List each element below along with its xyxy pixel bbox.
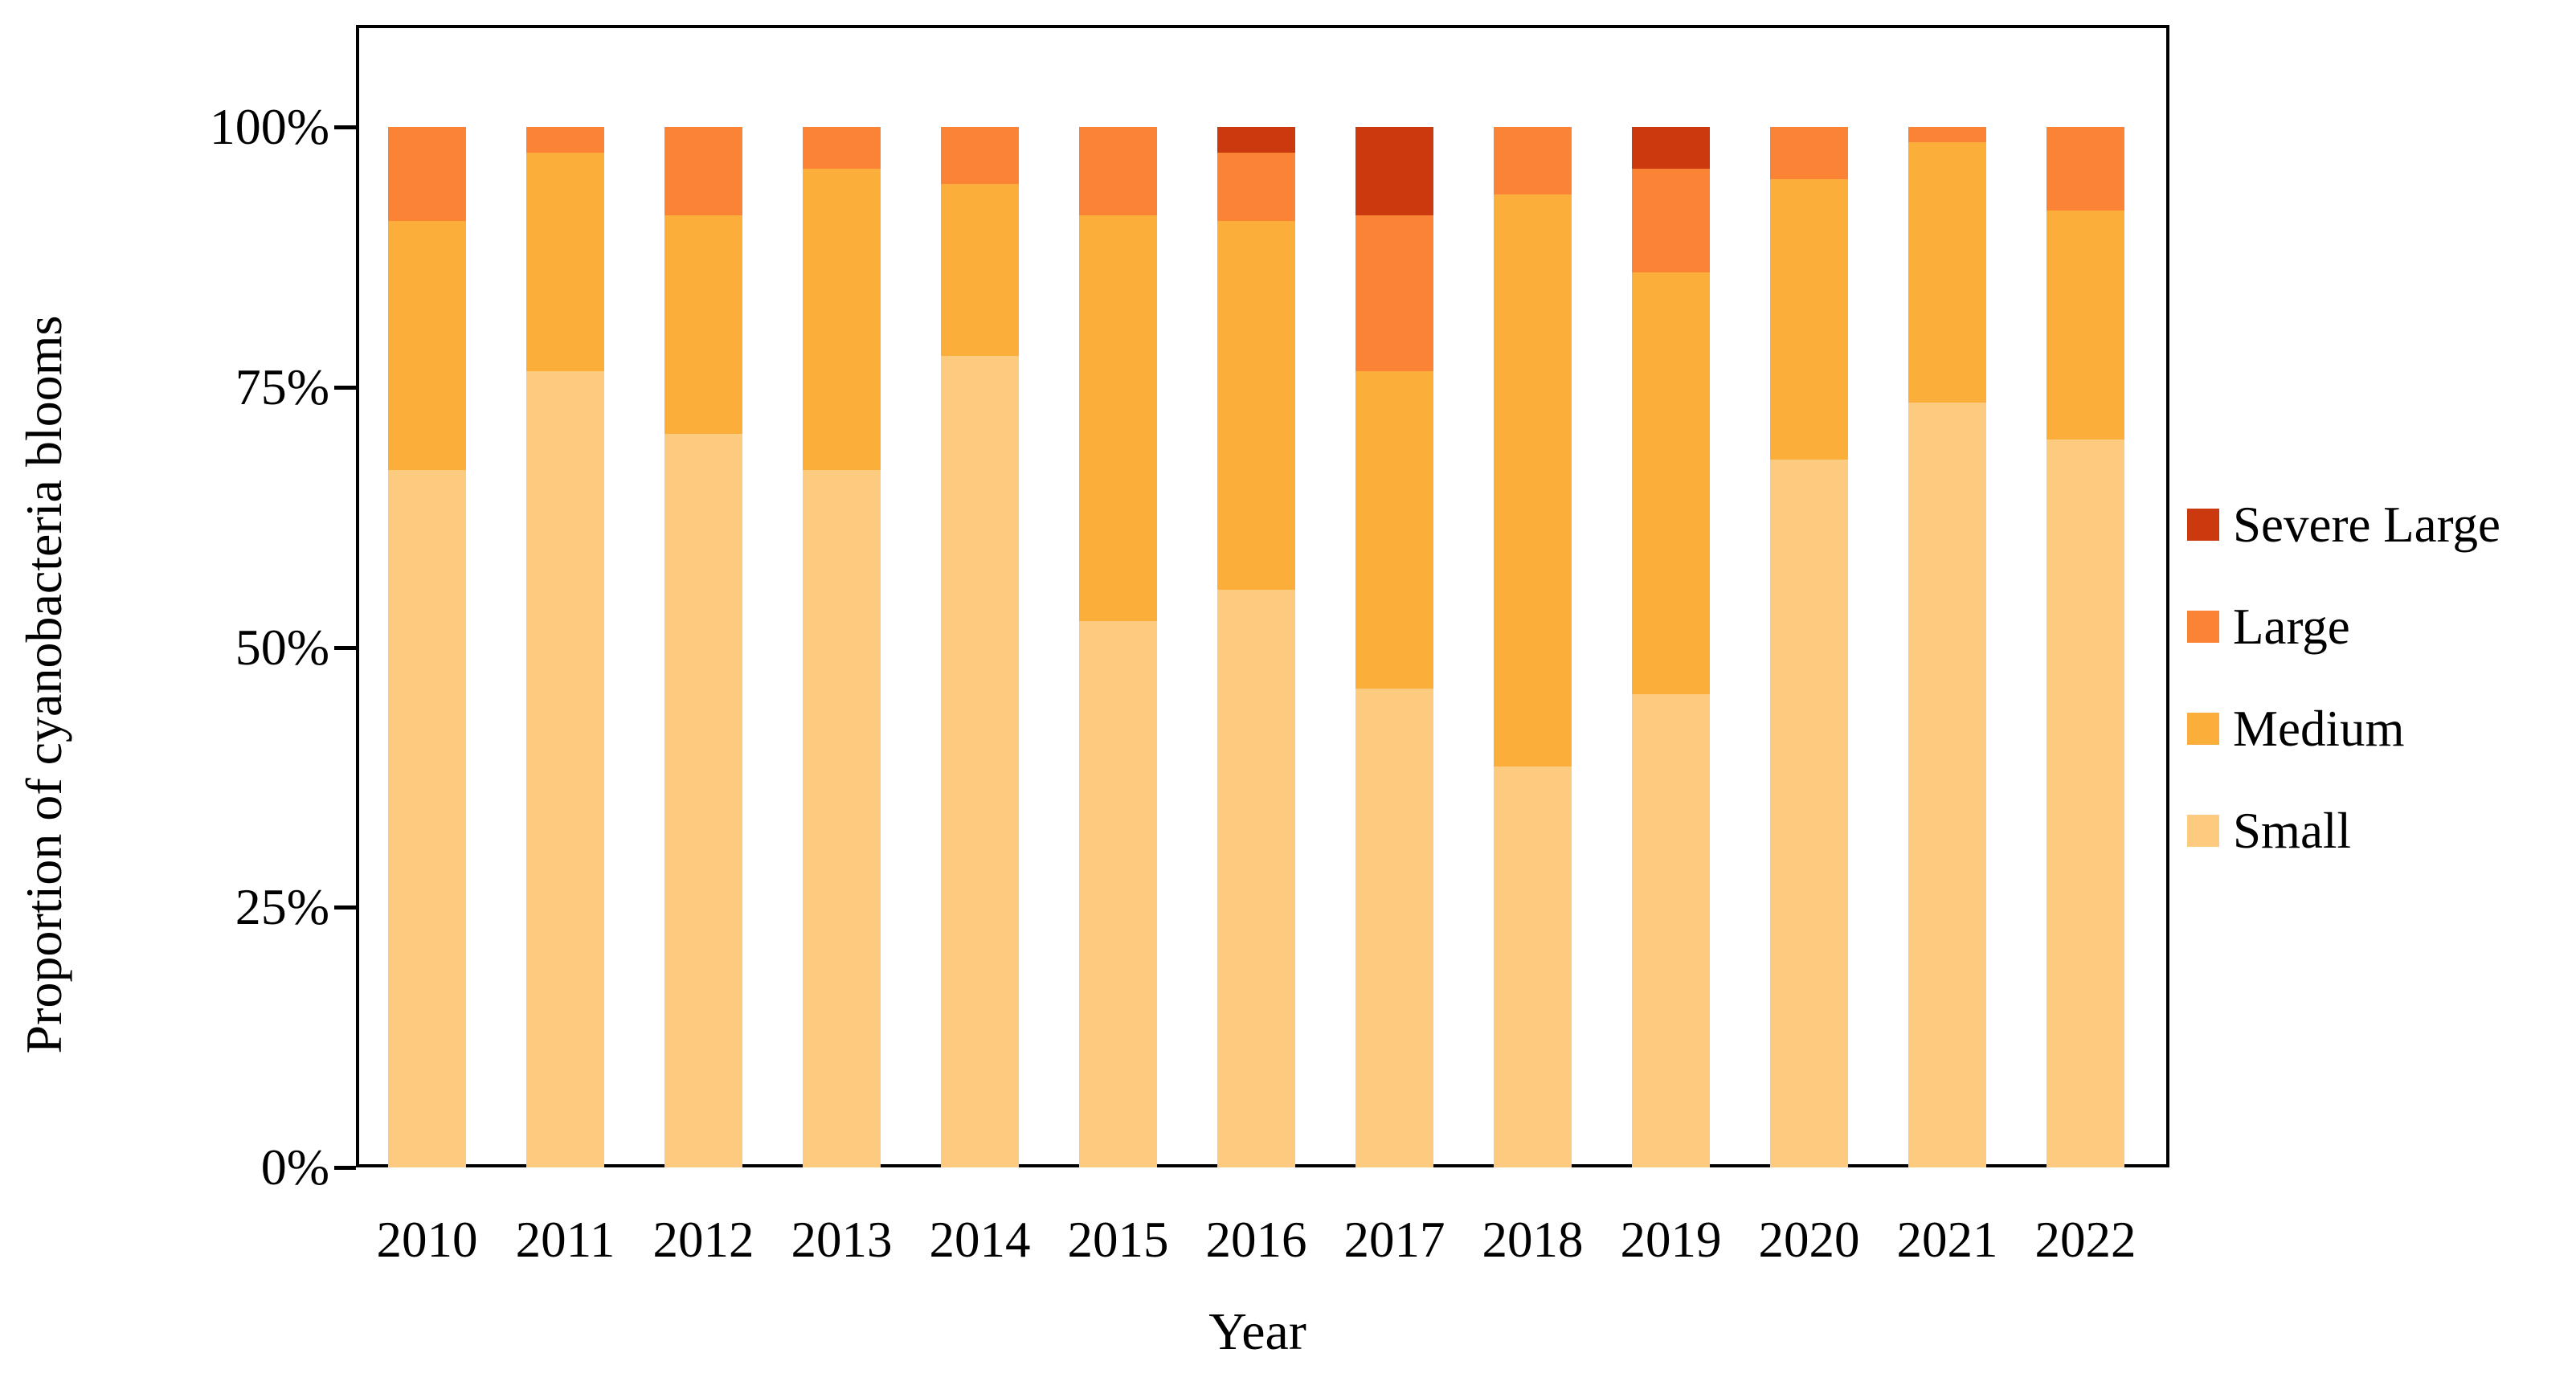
bar-segment-2018-small [1494,766,1572,1167]
legend-label-large: Large [2233,599,2350,655]
y-tick-label-50%: 50% [235,619,329,676]
bar-segment-2019-small [1632,694,1710,1167]
x-tick-label-2018: 2018 [1482,1212,1584,1268]
y-tick-mark-75% [334,386,356,390]
bar-segment-2013-small [803,470,881,1167]
bar-segment-2022-medium [2046,211,2124,439]
x-tick-label-2012: 2012 [652,1212,754,1268]
x-tick-label-2016: 2016 [1205,1212,1307,1268]
bar-segment-2016-medium [1217,221,1295,590]
y-tick-label-75%: 75% [235,358,329,415]
legend-swatch-large [2187,611,2219,643]
y-tick-mark-100% [334,125,356,129]
bar-segment-2017-severe-large [1355,127,1433,215]
y-tick-mark-0% [334,1166,356,1170]
bar-segment-2021-small [1908,403,1986,1167]
bar-segment-2014-small [941,356,1019,1167]
x-tick-label-2021: 2021 [1896,1212,1998,1268]
legend-label-small: Small [2233,803,2352,859]
legend-swatch-small [2187,815,2219,847]
bar-segment-2013-large [803,127,881,169]
bar-segment-2016-large [1217,153,1295,221]
bar-segment-2016-severe-large [1217,127,1295,153]
y-axis-title: Proportion of cyanobacteria blooms [15,315,72,1054]
x-tick-label-2011: 2011 [515,1212,615,1268]
bar-segment-2010-large [388,127,466,221]
legend: Severe Large Large Medium Small [2187,474,2576,892]
x-axis-title: Year [1208,1302,1306,1361]
x-tick-label-2014: 2014 [929,1212,1031,1268]
y-tick-label-100%: 100% [209,98,329,155]
bar-segment-2012-medium [664,215,742,434]
bar-segment-2011-large [526,127,604,153]
bar-segment-2019-severe-large [1632,127,1710,169]
y-tick-mark-50% [334,646,356,650]
bar-segment-2017-large [1355,215,1433,371]
bar-segment-2019-large [1632,169,1710,272]
y-tick-label-0%: 0% [260,1139,329,1196]
bar-segment-2022-small [2046,439,2124,1167]
bar-segment-2016-small [1217,590,1295,1167]
bar-segment-2015-large [1079,127,1157,215]
bar-segment-2020-large [1770,127,1848,179]
bar-segment-2022-large [2046,127,2124,211]
bar-segment-2013-medium [803,169,881,470]
legend-label-medium: Medium [2233,701,2405,757]
x-tick-label-2022: 2022 [2034,1212,2136,1268]
bar-segment-2010-medium [388,221,466,470]
bar-segment-2014-medium [941,184,1019,356]
y-tick-mark-25% [334,905,356,910]
bar-segment-2015-small [1079,621,1157,1167]
legend-swatch-severe-large [2187,509,2219,541]
x-tick-label-2010: 2010 [376,1212,478,1268]
bar-segment-2014-large [941,127,1019,184]
x-tick-label-2020: 2020 [1758,1212,1860,1268]
y-tick-label-25%: 25% [235,878,329,935]
bar-segment-2020-small [1770,460,1848,1167]
x-tick-label-2013: 2013 [791,1212,893,1268]
x-tick-label-2015: 2015 [1067,1212,1169,1268]
bar-segment-2011-medium [526,153,604,371]
bar-segment-2011-small [526,371,604,1167]
bar-segment-2020-medium [1770,179,1848,460]
x-tick-label-2019: 2019 [1620,1212,1722,1268]
bar-segment-2017-small [1355,689,1433,1167]
bar-segment-2012-large [664,127,742,215]
bar-segment-2021-medium [1908,142,1986,403]
x-tick-label-2017: 2017 [1343,1212,1445,1268]
bar-segment-2010-small [388,470,466,1167]
bar-segment-2019-medium [1632,272,1710,694]
legend-swatch-medium [2187,713,2219,745]
bar-segment-2015-medium [1079,215,1157,621]
legend-label-severe-large: Severe Large [2233,497,2500,553]
bar-segment-2012-small [664,434,742,1167]
bar-segment-2018-large [1494,127,1572,194]
bar-segment-2018-medium [1494,194,1572,766]
bar-segment-2021-large [1908,127,1986,142]
bar-segment-2017-medium [1355,371,1433,689]
